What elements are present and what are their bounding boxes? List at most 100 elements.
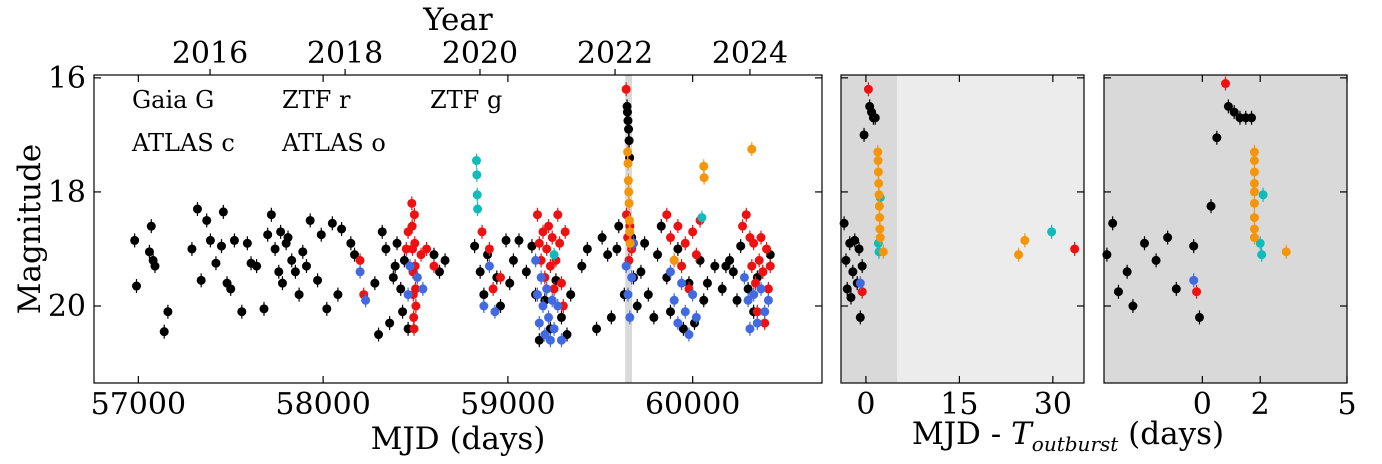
data-point xyxy=(728,267,738,277)
data-point xyxy=(632,301,642,311)
data-point xyxy=(842,284,852,294)
data-point xyxy=(606,312,616,322)
data-point xyxy=(242,238,252,248)
panel-outburst-frame xyxy=(1103,74,1348,384)
legend-entry: Gaia G xyxy=(132,86,214,114)
data-point xyxy=(409,324,419,334)
data-point xyxy=(211,258,221,268)
data-point xyxy=(301,261,311,271)
data-point xyxy=(290,267,300,277)
data-point xyxy=(850,235,860,245)
data-point xyxy=(501,235,511,245)
data-point xyxy=(665,267,675,277)
data-point xyxy=(1257,250,1267,260)
data-point xyxy=(1140,238,1149,248)
data-point xyxy=(388,272,398,282)
data-point xyxy=(495,301,505,311)
data-point xyxy=(477,227,487,237)
x-axis-label-offset-subscript: outburst xyxy=(1032,432,1119,456)
data-point xyxy=(623,116,633,126)
data-point xyxy=(274,267,284,277)
data-point xyxy=(857,287,867,297)
data-point xyxy=(405,261,415,271)
data-point xyxy=(592,324,602,334)
data-point xyxy=(743,295,753,305)
x-tick-label: 60000 xyxy=(645,387,740,422)
data-point xyxy=(556,335,566,345)
year-tick-label: 2018 xyxy=(307,36,383,71)
legend-entry: ATLAS o xyxy=(281,129,386,157)
data-point xyxy=(1247,113,1257,123)
data-point xyxy=(131,281,141,291)
data-point xyxy=(691,312,701,322)
data-point xyxy=(1249,147,1259,157)
data-point xyxy=(475,267,485,277)
data-point xyxy=(763,284,773,294)
data-point xyxy=(673,244,683,254)
data-point xyxy=(756,233,766,243)
panel-zoom-points xyxy=(839,82,1080,325)
data-point xyxy=(624,198,634,208)
data-point xyxy=(612,244,622,254)
data-point xyxy=(542,284,552,294)
data-point xyxy=(750,278,760,288)
data-point xyxy=(130,235,140,245)
data-point xyxy=(677,278,687,288)
data-point xyxy=(1020,235,1030,245)
data-point xyxy=(298,247,308,257)
data-point xyxy=(873,147,883,157)
data-point xyxy=(624,136,634,146)
x-tick-label: 0 xyxy=(856,387,875,422)
data-point xyxy=(532,210,542,220)
data-point xyxy=(643,290,653,300)
data-point xyxy=(150,261,160,271)
data-point xyxy=(534,335,544,345)
x-tick-label: 0 xyxy=(1193,387,1212,422)
data-point xyxy=(403,290,413,300)
data-point xyxy=(398,307,408,317)
data-point xyxy=(688,290,698,300)
data-point xyxy=(337,224,347,234)
data-point xyxy=(1249,156,1259,166)
data-point xyxy=(1255,238,1265,248)
data-point xyxy=(146,221,156,231)
data-point xyxy=(521,267,531,277)
data-point xyxy=(1249,187,1259,197)
data-point xyxy=(484,261,494,271)
data-point xyxy=(669,295,679,305)
data-point xyxy=(624,124,634,134)
data-point xyxy=(202,215,212,225)
legend: Gaia G ZTF r ZTF g ATLAS c ATLAS o xyxy=(131,86,502,157)
data-point xyxy=(411,284,421,294)
data-point xyxy=(649,312,659,322)
data-point xyxy=(669,255,679,265)
data-point xyxy=(470,241,480,251)
data-point xyxy=(549,284,559,294)
data-point xyxy=(747,261,757,271)
data-point xyxy=(677,261,687,271)
data-point xyxy=(1113,287,1123,297)
data-point xyxy=(333,290,343,300)
data-point xyxy=(745,324,755,334)
data-point xyxy=(1194,312,1204,322)
data-point xyxy=(1249,213,1259,223)
data-point xyxy=(263,230,273,240)
x-axis-label-offset-tail: (days) xyxy=(1118,416,1224,452)
data-point xyxy=(549,250,559,260)
data-point xyxy=(699,173,709,183)
data-point xyxy=(505,278,515,288)
data-point xyxy=(192,204,202,214)
data-point xyxy=(538,227,548,237)
data-point xyxy=(216,241,226,251)
x-tick-label: 2 xyxy=(1251,387,1270,422)
data-point xyxy=(472,190,482,200)
data-point xyxy=(560,227,570,237)
data-point xyxy=(410,238,420,248)
data-point xyxy=(392,238,402,248)
data-point xyxy=(556,312,566,322)
data-point xyxy=(355,267,365,277)
data-point xyxy=(857,261,867,271)
data-point xyxy=(874,178,884,188)
data-point xyxy=(846,292,856,302)
data-point xyxy=(756,284,766,294)
